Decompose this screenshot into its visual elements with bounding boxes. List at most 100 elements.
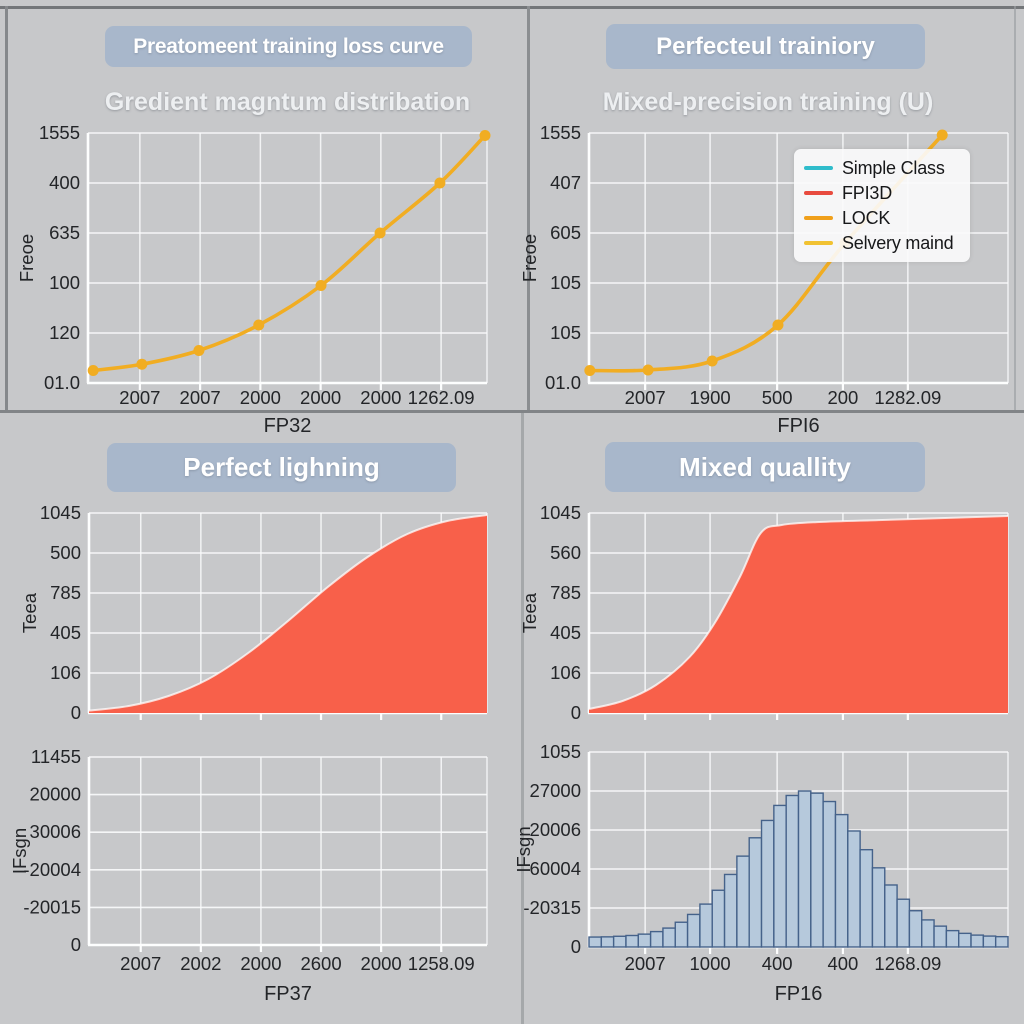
- svg-text:605: 605: [550, 222, 581, 243]
- svg-text:407: 407: [550, 172, 581, 193]
- svg-text:1055: 1055: [540, 741, 581, 762]
- svg-text:60004: 60004: [530, 858, 581, 879]
- divider-horizontal-center: [0, 410, 1024, 413]
- svg-text:2007: 2007: [120, 953, 161, 974]
- panel-title-banner-bottom-left: Perfect lighning: [107, 443, 456, 492]
- panel-subtitle-top-right: Mixed-precision training (U): [602, 88, 934, 116]
- svg-text:560: 560: [550, 542, 581, 563]
- svg-text:106: 106: [550, 662, 581, 683]
- svg-text:Freoe: Freoe: [16, 234, 37, 282]
- legend-line-swatch-icon: [804, 241, 833, 245]
- svg-text:1900: 1900: [690, 387, 731, 408]
- svg-text:0: 0: [71, 702, 81, 723]
- svg-text:1555: 1555: [39, 122, 80, 143]
- legend-line-swatch-icon: [804, 166, 833, 170]
- svg-text:Freoe: Freoe: [519, 234, 540, 282]
- svg-text:2002: 2002: [180, 953, 221, 974]
- svg-text:0: 0: [571, 702, 581, 723]
- svg-text:1262.09: 1262.09: [408, 387, 475, 408]
- svg-text:01.0: 01.0: [44, 372, 80, 393]
- svg-text:2007: 2007: [180, 387, 221, 408]
- legend-item: Simple Class: [804, 159, 960, 177]
- svg-text:400: 400: [49, 172, 80, 193]
- svg-text:405: 405: [550, 622, 581, 643]
- divider-top-edge: [0, 6, 1024, 9]
- svg-text:2000: 2000: [240, 387, 281, 408]
- svg-text:635: 635: [49, 222, 80, 243]
- svg-text:30006: 30006: [30, 821, 81, 842]
- svg-text:Teea: Teea: [519, 592, 540, 633]
- svg-text:20006: 20006: [530, 819, 581, 840]
- chart-bottom-right-lower: 1055 27000 20006 60004 -20315 0 2007 1000 400 400…: [513, 741, 1009, 1005]
- chart-bottom-left-lower: 11455 20000 30006 -20004 -20015 0 2007 2002 2000…: [9, 746, 488, 1005]
- svg-text:106: 106: [50, 662, 81, 683]
- svg-text:2000: 2000: [360, 387, 401, 408]
- svg-text:200: 200: [827, 387, 858, 408]
- svg-text:2000: 2000: [300, 387, 341, 408]
- legend-item: LOCK: [804, 209, 960, 227]
- svg-text:2007: 2007: [625, 387, 666, 408]
- svg-text:FP32: FP32: [264, 415, 312, 437]
- svg-text:1555: 1555: [540, 122, 581, 143]
- svg-text:2000: 2000: [361, 953, 402, 974]
- svg-text:400: 400: [762, 953, 793, 974]
- svg-text:1258.09: 1258.09: [408, 953, 475, 974]
- panel-title-banner-bottom-right: Mixed quallity: [605, 442, 925, 492]
- divider-left-edge: [5, 6, 8, 411]
- svg-text:120: 120: [49, 322, 80, 343]
- svg-text:1045: 1045: [540, 502, 581, 523]
- svg-text:1282.09: 1282.09: [874, 387, 941, 408]
- chart-bottom-left-upper: 1045 500 785 405 106 0 Teea: [19, 502, 488, 723]
- svg-text:1000: 1000: [690, 953, 731, 974]
- svg-text:105: 105: [550, 322, 581, 343]
- divider-top-row-center: [527, 6, 530, 411]
- divider-bottom-row-center: [521, 413, 524, 1024]
- svg-text:-20315: -20315: [523, 897, 581, 918]
- svg-text:500: 500: [762, 387, 793, 408]
- svg-text:2007: 2007: [119, 387, 160, 408]
- svg-text:785: 785: [50, 582, 81, 603]
- panel-subtitle-top-left: Gredient magntum distribation: [104, 88, 471, 116]
- legend-line-swatch-icon: [804, 191, 833, 195]
- svg-text:2007: 2007: [625, 953, 666, 974]
- svg-text:01.0: 01.0: [545, 372, 581, 393]
- svg-text:2000: 2000: [240, 953, 281, 974]
- svg-text:FP16: FP16: [775, 983, 823, 1005]
- svg-text:1045: 1045: [40, 502, 81, 523]
- svg-text:0: 0: [71, 934, 81, 955]
- svg-text:0: 0: [571, 936, 581, 957]
- legend-item: FPI3D: [804, 184, 960, 202]
- svg-text:27000: 27000: [530, 780, 581, 801]
- svg-text:IFsgn: IFsgn: [513, 826, 534, 872]
- svg-text:2600: 2600: [300, 953, 341, 974]
- svg-text:100: 100: [49, 272, 80, 293]
- svg-text:105: 105: [550, 272, 581, 293]
- legend-item: Selvery maind: [804, 234, 960, 252]
- divider-right-edge: [1014, 6, 1016, 411]
- legend-label: Simple Class: [842, 158, 945, 178]
- svg-text:FPI6: FPI6: [777, 415, 819, 437]
- svg-text:IFsgn: IFsgn: [9, 828, 30, 874]
- svg-text:FP37: FP37: [264, 983, 312, 1005]
- legend: Simple Class FPI3D LOCK Selvery maind: [794, 149, 970, 262]
- svg-text:-20015: -20015: [23, 896, 81, 917]
- legend-label: Selvery maind: [842, 233, 954, 253]
- svg-text:400: 400: [827, 953, 858, 974]
- svg-text:500: 500: [50, 542, 81, 563]
- svg-text:11455: 11455: [31, 746, 81, 767]
- svg-text:405: 405: [50, 622, 81, 643]
- svg-text:-20004: -20004: [23, 859, 81, 880]
- svg-text:785: 785: [550, 582, 581, 603]
- svg-text:1268.09: 1268.09: [874, 953, 941, 974]
- legend-label: LOCK: [842, 208, 891, 228]
- panel-title-banner-top-left: Preatomeent training loss curve: [105, 26, 472, 67]
- svg-text:20000: 20000: [30, 784, 81, 805]
- chart-bottom-right-upper: 1045 560 785 405 106 0 Teea: [519, 502, 1009, 723]
- panel-title-banner-top-right: Perfecteul trainiory: [606, 24, 925, 69]
- chart-top-left: 1555 400 635 100 120 01.0 2007 2007 2000 2000 2000…: [16, 122, 491, 437]
- legend-line-swatch-icon: [804, 216, 833, 220]
- legend-label: FPI3D: [842, 183, 893, 203]
- svg-text:Teea: Teea: [19, 592, 40, 633]
